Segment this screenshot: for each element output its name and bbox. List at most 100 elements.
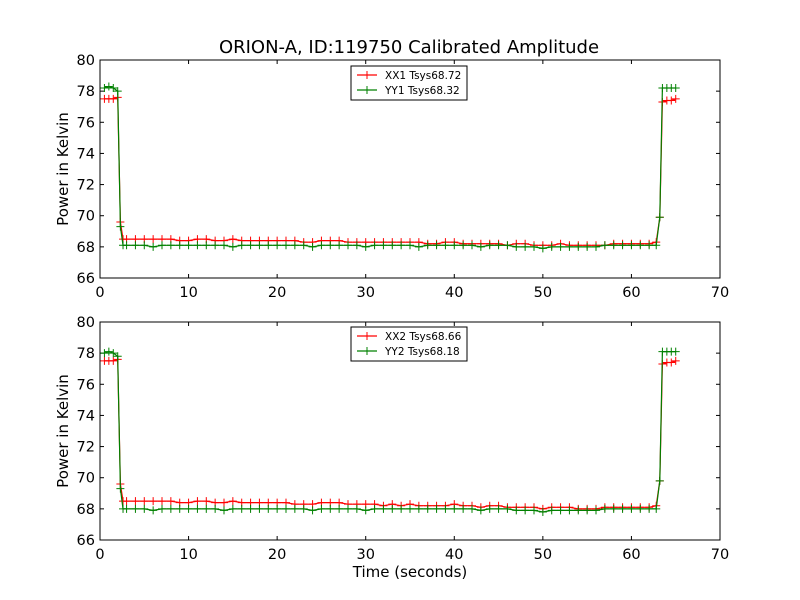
- top-data-point: [423, 241, 432, 250]
- top-data-point: [104, 82, 113, 91]
- top-data-point: [538, 244, 547, 253]
- bottom-data-point: [158, 504, 166, 513]
- bottom-x-tick-label: 10: [179, 547, 197, 563]
- bottom-data-point: [556, 506, 565, 515]
- top-legend-box: [350, 65, 468, 101]
- bottom-data-point: [211, 504, 220, 513]
- top-data-point: [149, 235, 158, 244]
- bottom-x-tick-label: 40: [445, 547, 463, 563]
- figure-title: ORION-A, ID:119750 Calibrated Amplitude: [219, 37, 599, 58]
- top-data-point: [406, 241, 414, 250]
- bottom-data-point: [184, 504, 193, 513]
- top-plot-frame: [99, 59, 721, 279]
- top-data-point: [308, 242, 317, 251]
- bottom-data-point: [228, 497, 237, 506]
- bottom-data-point: [116, 484, 125, 493]
- bottom-data-point: [220, 506, 228, 515]
- top-y-tick-label: 80: [77, 53, 95, 69]
- top-legend: XX1 Tsys68.72 YY1 Tsys68.32: [350, 65, 468, 101]
- bottom-data-point: [530, 506, 538, 515]
- bottom-data-point: [317, 504, 326, 513]
- bottom-x-tick-label: 30: [356, 547, 374, 563]
- bottom-data-point: [468, 504, 476, 513]
- bottom-data-point: [388, 504, 397, 513]
- top-data-point: [494, 241, 503, 250]
- top-data-point: [476, 242, 485, 251]
- bottom-data-point: [667, 358, 676, 367]
- top-data-point: [441, 241, 450, 250]
- top-data-point: [184, 241, 193, 250]
- top-data-point: [361, 242, 370, 251]
- top-data-point: [379, 241, 388, 250]
- top-y-axis-label: Power in Kelvin: [54, 112, 72, 226]
- bottom-data-point: [609, 504, 618, 513]
- bottom-data-point: [352, 504, 361, 513]
- top-data-point: [290, 241, 299, 250]
- bottom-data-point: [538, 507, 547, 516]
- bottom-data-point: [202, 504, 211, 513]
- top-data-point: [109, 84, 118, 93]
- bottom-data-point: [237, 504, 246, 513]
- bottom-legend-label: XX2 Tsys68.66: [385, 331, 462, 343]
- bottom-data-point: [122, 504, 131, 513]
- top-data-point: [344, 241, 352, 250]
- top-data-point: [100, 84, 109, 93]
- bottom-legend-marker: [363, 347, 371, 355]
- top-data-point: [645, 241, 654, 250]
- bottom-x-tick-label: 0: [95, 547, 104, 563]
- bottom-y-tick-label: 66: [77, 533, 95, 549]
- top-data-point: [237, 241, 246, 250]
- bottom-data-point: [202, 497, 211, 506]
- top-legend-marker: [363, 71, 371, 79]
- bottom-y-tick-label: 74: [77, 408, 95, 424]
- top-data-point: [255, 241, 264, 250]
- top-data-point: [246, 241, 255, 250]
- bottom-x-tick-label: 20: [268, 547, 286, 563]
- bottom-data-point: [655, 476, 664, 485]
- top-data-point: [530, 242, 538, 251]
- top-data-point: [116, 222, 125, 231]
- bottom-data-point: [344, 504, 352, 513]
- top-y-tick-label: 78: [77, 84, 95, 100]
- bottom-legend-marker: [363, 332, 371, 340]
- top-y-tick-label: 72: [77, 178, 95, 194]
- bottom-data-point: [122, 497, 131, 506]
- bottom-data-point: [273, 504, 282, 513]
- bottom-data-point: [326, 504, 335, 513]
- top-legend-label: YY1 Tsys68.32: [384, 85, 460, 97]
- bottom-data-point: [361, 506, 370, 515]
- top-data-point: [547, 242, 556, 251]
- bottom-data-point: [246, 504, 255, 513]
- bottom-y-tick-label: 76: [77, 377, 95, 393]
- top-data-point: [600, 241, 609, 250]
- top-data-point: [652, 241, 661, 250]
- top-data-point: [264, 241, 273, 250]
- top-data-point: [468, 241, 476, 250]
- top-data-point: [166, 241, 175, 250]
- bottom-data-point: [627, 504, 636, 513]
- bottom-data-point: [441, 504, 450, 513]
- top-data-point: [388, 241, 397, 250]
- bottom-data-point: [109, 349, 118, 358]
- bottom-data-point: [104, 347, 113, 356]
- top-data-point: [228, 235, 237, 244]
- top-data-point: [326, 241, 335, 250]
- top-data-point: [459, 241, 468, 250]
- top-y-tick-label: 66: [77, 271, 95, 287]
- top-data-point: [299, 241, 308, 250]
- bottom-y-tick-label: 80: [77, 315, 95, 331]
- bottom-data-point: [406, 504, 414, 513]
- bottom-series-line-1: [104, 350, 676, 513]
- top-data-point: [512, 242, 521, 251]
- top-data-point: [113, 87, 122, 96]
- bottom-data-point: [432, 504, 441, 513]
- bottom-data-point: [521, 506, 530, 515]
- bottom-data-point: [255, 504, 264, 513]
- top-x-tick-label: 30: [356, 285, 374, 301]
- bottom-data-point: [264, 504, 273, 513]
- bottom-data-point: [459, 504, 468, 513]
- top-data-point: [485, 241, 494, 250]
- bottom-data-point: [290, 504, 299, 513]
- top-legend-marker: [363, 86, 371, 94]
